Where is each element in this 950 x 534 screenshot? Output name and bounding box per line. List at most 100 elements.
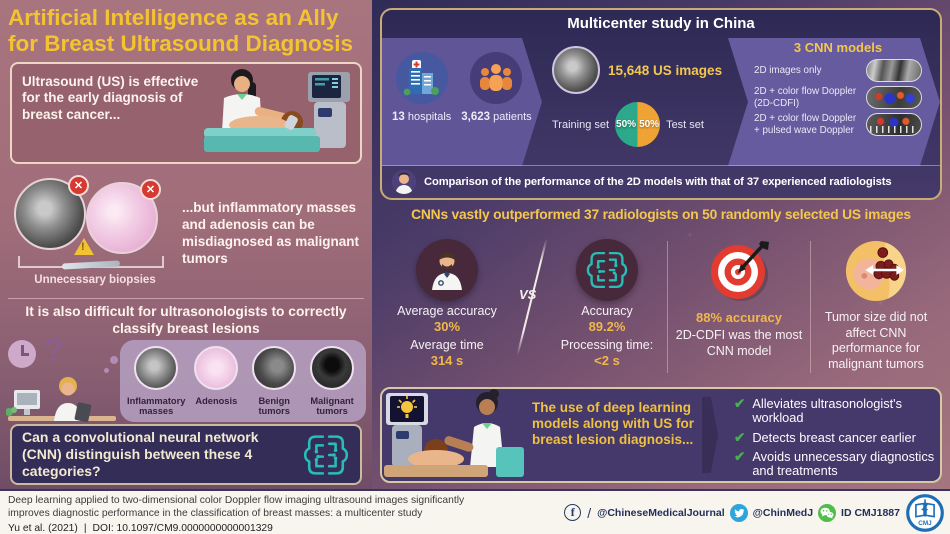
column-divider — [810, 241, 811, 373]
page-title: Artificial Intelligence as an Ally for B… — [8, 5, 354, 56]
us-2d-image — [866, 59, 922, 82]
twitter-icon[interactable] — [729, 503, 748, 522]
authors: Yu et al. (2021) — [8, 522, 78, 534]
citation-line2: improves diagnostic performance in the c… — [8, 508, 423, 520]
panel-us-effective: Ultrasound (US) is effective for the ear… — [10, 62, 362, 164]
pulsed-doppler-image — [866, 113, 922, 136]
doctor-icon — [416, 239, 478, 301]
results-row: Average accuracy 30% Average time 314 s … — [377, 231, 945, 383]
radiologists-block: Average accuracy 30% Average time 314 s — [377, 231, 517, 370]
thought-dot — [110, 356, 118, 364]
benefit-item: ✔ Detects breast cancer earlier — [734, 429, 916, 445]
left-column: Artificial Intelligence as an Ally for B… — [0, 0, 372, 489]
classify-section: ? Inflamma — [6, 332, 366, 422]
study-body: 13 hospitals 3,623 patients — [382, 38, 940, 166]
hospital-icon — [395, 52, 448, 104]
cmj-logo[interactable]: CMJ — [905, 493, 945, 533]
doppler-image — [866, 86, 922, 109]
panel-misdiagnosis: ✕ ✕ ! Unnecessary biopsies ...but inflam… — [10, 172, 362, 294]
malignant-image — [310, 346, 355, 390]
facebook-icon[interactable]: f — [564, 504, 582, 521]
check-icon: ✔ — [734, 429, 746, 445]
wechat-id[interactable]: ID CMJ1887 — [841, 506, 900, 519]
train-test-pie-chart: 50% 50% — [615, 102, 661, 147]
patients-label: 3,623 patients — [461, 111, 532, 123]
models-title: 3 CNN models — [793, 40, 883, 55]
check-icon: ✔ — [734, 396, 746, 411]
cnn-question-box: Can a convolutional neural network (CNN)… — [10, 424, 362, 485]
patients-icon — [470, 52, 523, 104]
section-divider — [8, 298, 364, 299]
social-links: f / @ChineseMedicalJournal @ChinMedJ ID … — [564, 491, 945, 534]
cnn-brain-icon — [303, 434, 349, 475]
slash-separator: / — [587, 504, 592, 521]
training-set-label: Training set — [552, 118, 610, 131]
right-column: Multicenter study in China — [372, 0, 950, 489]
target-icon — [711, 241, 769, 301]
inflammatory-image — [134, 346, 179, 390]
model-row: 2D + color flow Doppler + pulsed wave Do… — [754, 113, 922, 136]
ultrasound-exam-illustration — [204, 64, 360, 162]
category-benign: Benign tumors — [247, 346, 301, 422]
model-row: 2D + color flow Doppler (2D-CDFI) — [754, 86, 922, 109]
confused-doctor-illustration: ? — [6, 332, 122, 422]
benefit-item: ✔ Alleviates ultrasonologist's workload — [734, 396, 902, 426]
study-panel: Multicenter study in China — [380, 8, 942, 200]
panel-misdiagnosis-text: ...but inflammatory masses and adenosis … — [182, 200, 360, 266]
doi: DOI: 10.1097/CM9.0000000000001329 — [92, 522, 273, 534]
hospitals-label: 13 hospitals — [392, 111, 452, 123]
category-adenosis: Adenosis — [189, 346, 243, 422]
column-divider — [667, 241, 668, 373]
test-set-label: Test set — [666, 118, 704, 131]
footer-bar: Deep learning applied to two-dimensional… — [0, 489, 950, 534]
us-image-circle — [552, 46, 600, 94]
x-mark-icon: ✕ — [68, 175, 89, 196]
wechat-icon[interactable] — [818, 503, 837, 522]
conclusion-lead: The use of deep learning models along wi… — [532, 400, 695, 448]
hospitals-stat: 13 hospitals — [392, 52, 451, 166]
classify-heading: It is also difficult for ultrasonologist… — [25, 304, 347, 336]
study-arrow-1: 13 hospitals 3,623 patients — [382, 38, 542, 166]
comparison-banner: Comparison of the performance of the 2D … — [382, 165, 940, 198]
panel-us-effective-text: Ultrasound (US) is effective for the ear… — [22, 74, 199, 122]
category-inflammatory: Inflammatory masses — [127, 346, 185, 422]
breast-tumor-icon — [845, 240, 907, 302]
cnn-block: Accuracy 89.2% Processing time: <2 s — [547, 231, 667, 370]
us-images-count: 15,648 US images — [608, 62, 723, 78]
category-malignant: Malignant tumors — [305, 346, 359, 422]
cnn-models-arrow: 3 CNN models 2D images only 2D + color f… — [728, 38, 940, 166]
radiologist-avatar — [392, 170, 416, 194]
brain-circuit-icon — [576, 239, 638, 301]
check-icon: ✔ — [734, 448, 746, 464]
benefits-list: ✔ Alleviates ultrasonologist's workload … — [720, 389, 940, 481]
lesion-categories-panel: Inflammatory masses Adenosis Benign tumo… — [120, 340, 366, 422]
chevron-divider — [702, 397, 718, 473]
x-mark-icon: ✕ — [140, 179, 161, 200]
authors-doi: Yu et al. (2021) | DOI: 10.1097/CM9.000000… — [8, 522, 273, 534]
misdiagnosis-illustration: ✕ ✕ ! Unnecessary biopsies — [10, 172, 182, 294]
study-title: Multicenter study in China — [567, 15, 755, 32]
citation: Deep learning applied to two-dimensional… — [8, 494, 464, 534]
comparison-text: Comparison of the performance of the 2D … — [424, 176, 892, 188]
svg-text:CMJ: CMJ — [918, 519, 932, 526]
biopsies-caption: Unnecessary biopsies — [34, 274, 156, 286]
citation-line1: Deep learning applied to two-dimensional… — [8, 495, 465, 506]
clock-icon — [8, 340, 36, 368]
tumor-size-block: Tumor size did not affect CNN performanc… — [811, 231, 941, 373]
twitter-handle[interactable]: @ChinMedJ — [752, 506, 814, 519]
dataset-section: 15,648 US images Training set 50% 50% Te… — [542, 38, 728, 166]
adenosis-image — [194, 346, 239, 390]
question-mark-icon: ? — [44, 332, 64, 368]
histology-image-circle: ✕ — [86, 179, 161, 254]
thought-dot — [104, 368, 109, 373]
benefit-item: ✔ Avoids unnecessary diagnostics and tre… — [734, 448, 935, 479]
warning-icon: ! — [74, 238, 94, 255]
best-model-block: 88% accuracy 2D-CDFI was the most CNN mo… — [668, 231, 810, 360]
cnn-question-text: Can a convolutional neural network (CNN)… — [22, 429, 259, 479]
vs-divider: VS — [516, 231, 548, 371]
facebook-handle[interactable]: @ChineseMedicalJournal — [597, 506, 725, 519]
patients-stat: 3,623 patients — [461, 52, 532, 166]
ai-exam-illustration — [382, 389, 528, 481]
conclusion-box: The use of deep learning models along wi… — [380, 387, 942, 483]
